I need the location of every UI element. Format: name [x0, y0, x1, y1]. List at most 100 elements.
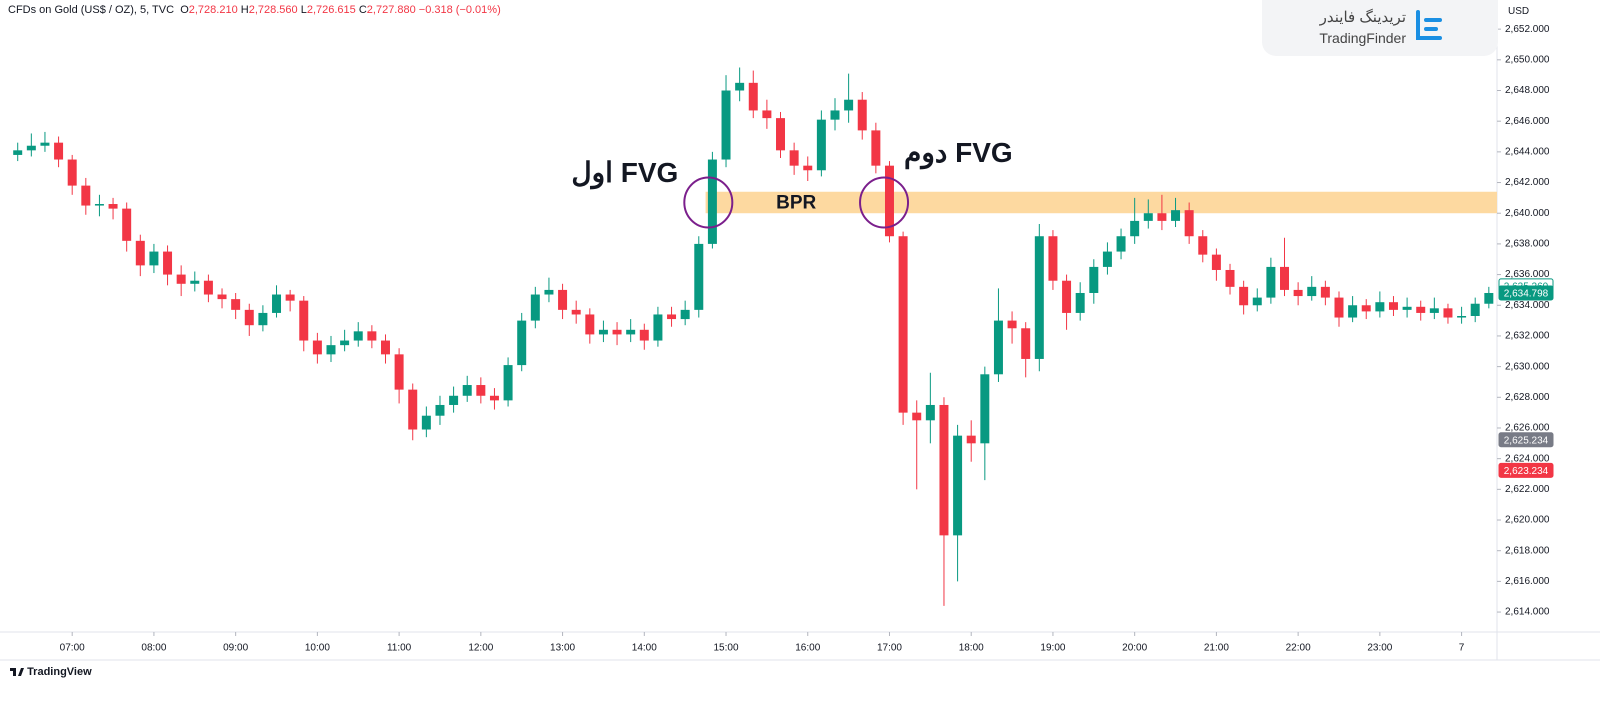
- x-tick-label: 15:00: [714, 643, 739, 654]
- candle-body: [857, 99, 867, 131]
- candle-body: [1116, 236, 1126, 252]
- y-tick-label: 2,648.000: [1505, 85, 1550, 96]
- ohlc: O2,728.210 H2,728.560 L2,726.615 C2,727.…: [180, 4, 419, 16]
- candle-body: [13, 150, 23, 155]
- candle-body: [680, 309, 690, 320]
- candle-body: [585, 314, 595, 335]
- y-tick-label: 2,642.000: [1505, 177, 1550, 188]
- candle-body: [871, 130, 881, 166]
- candle-body: [1457, 316, 1467, 318]
- candle-body: [1007, 320, 1017, 329]
- candle-body: [816, 119, 826, 171]
- y-tick-label: 2,640.000: [1505, 208, 1550, 219]
- x-tick-label: 17:00: [877, 643, 902, 654]
- candle-body: [639, 329, 649, 341]
- candle-body: [1252, 297, 1262, 306]
- candle-body: [1484, 292, 1494, 304]
- candle-body: [108, 204, 118, 209]
- candle-body: [244, 309, 254, 326]
- y-tick-label: 2,620.000: [1505, 515, 1550, 526]
- candle-body: [898, 236, 908, 413]
- candle-body: [530, 294, 540, 321]
- y-tick-label: 2,646.000: [1505, 116, 1550, 127]
- ohlc-value: 2,726.615: [306, 4, 356, 16]
- candle-body: [1429, 308, 1439, 313]
- x-tick-label: 19:00: [1040, 643, 1065, 654]
- y-tick-label: 2,616.000: [1505, 576, 1550, 587]
- candle-body: [135, 240, 145, 266]
- candle-body: [1089, 266, 1099, 293]
- candle-body: [1225, 269, 1235, 287]
- candle-body: [380, 340, 390, 355]
- x-tick-label: 07:00: [60, 643, 85, 654]
- x-tick-label: 14:00: [632, 643, 657, 654]
- candle-body: [748, 82, 758, 111]
- y-tick-label: 2,636.000: [1505, 269, 1550, 280]
- candle-body: [367, 331, 377, 341]
- candle-body: [653, 314, 663, 341]
- candle-body: [1402, 306, 1412, 310]
- candle-body: [299, 300, 309, 341]
- candle-body: [626, 329, 636, 335]
- candle-body: [285, 294, 295, 301]
- fvg-label: دوم FVG: [904, 137, 1013, 170]
- x-tick-label: 10:00: [305, 643, 330, 654]
- candle-body: [1184, 210, 1194, 237]
- ohlc-key: H: [240, 4, 249, 16]
- candle-body: [1211, 254, 1221, 270]
- candle-body: [598, 329, 608, 335]
- ohlc-key: O: [180, 4, 189, 16]
- candle-body: [40, 142, 50, 146]
- candle-body: [1388, 302, 1398, 310]
- y-tick-label: 2,652.000: [1505, 24, 1550, 35]
- zone-label: BPR: [776, 193, 816, 214]
- candle-body: [312, 340, 322, 355]
- candle-body: [993, 320, 1003, 375]
- candle-body: [476, 385, 486, 396]
- header: CFDs on Gold (US$ / OZ), 5, TVC O2,728.2…: [8, 4, 501, 16]
- candle-body: [1307, 286, 1317, 297]
- y-tick-label: 2,624.000: [1505, 453, 1550, 464]
- candle-body: [258, 312, 268, 326]
- candle-body: [1361, 305, 1371, 312]
- candle-body: [1048, 236, 1058, 281]
- footer-icon: [10, 668, 24, 677]
- candle-body: [94, 204, 104, 206]
- candle-body: [517, 320, 527, 366]
- candle-body: [272, 294, 282, 313]
- candle-body: [203, 280, 213, 295]
- price-label-box: [1498, 285, 1554, 301]
- candle-body: [1293, 289, 1303, 297]
- x-tick-label: 21:00: [1204, 643, 1229, 654]
- footer: TradingView: [10, 666, 92, 678]
- price-label: 2,623.234: [1504, 466, 1549, 477]
- candle-body: [54, 142, 64, 160]
- candle-body: [1198, 236, 1208, 255]
- y-tick-label: 2,650.000: [1505, 54, 1550, 65]
- y-tick-label: 2,632.000: [1505, 331, 1550, 342]
- candle-body: [449, 395, 459, 405]
- candle-body: [830, 110, 840, 120]
- candle-body: [1266, 266, 1276, 298]
- candle-body: [694, 243, 704, 310]
- candle-body: [953, 435, 963, 536]
- y-tick-label: 2,626.000: [1505, 423, 1550, 434]
- x-tick-label: 23:00: [1367, 643, 1392, 654]
- price-label: 2,634.798: [1504, 289, 1549, 300]
- ohlc-value: 2,728.560: [248, 4, 298, 16]
- ohlc-value: 2,727.880: [366, 4, 416, 16]
- change: −0.318 (−0.01%): [418, 4, 501, 16]
- candle-body: [912, 412, 922, 421]
- fvg-circle: [859, 176, 910, 229]
- candle-body: [326, 345, 336, 355]
- candle-body: [1171, 210, 1181, 221]
- candle-body: [1443, 308, 1453, 318]
- candle-body: [721, 90, 731, 160]
- symbol: CFDs on Gold (US$ / OZ), 5, TVC: [8, 4, 175, 16]
- candle-body: [966, 435, 976, 444]
- x-tick-label: 13:00: [550, 643, 575, 654]
- candle-body: [122, 208, 132, 241]
- candle-body: [558, 289, 568, 310]
